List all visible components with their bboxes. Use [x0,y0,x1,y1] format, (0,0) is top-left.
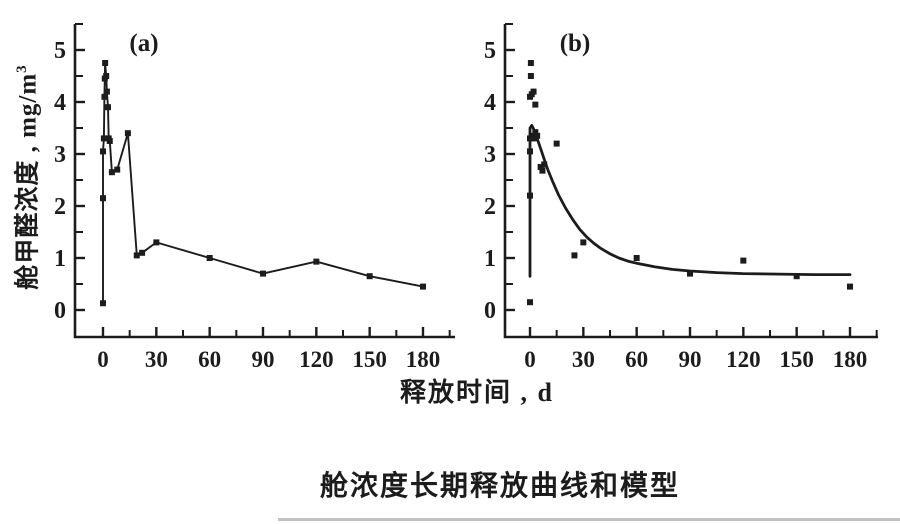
x-tick-label: 30 [572,347,595,372]
axis-spine [503,24,878,339]
data-point [530,135,537,142]
x-tick-label: 90 [252,347,275,372]
data-point [537,164,544,170]
y-tick-label: 1 [54,246,66,272]
cropped-text-line [278,518,900,521]
data-point [103,88,110,95]
figure-caption: 舱浓度长期释放曲线和模型 [319,471,680,502]
data-point [541,161,548,168]
data-point [553,140,560,147]
panel-label: (a) [129,30,158,57]
x-tick-label: 150 [779,347,814,372]
data-point [313,258,320,265]
y-tick-label: 5 [484,38,496,64]
data-point [527,60,534,66]
data-point [101,93,108,100]
x-axis-title: 释放时间 , d [400,378,554,407]
y-tick-label: 1 [484,246,496,272]
y-axis-title-superscript: 3 [14,64,30,73]
data-point [793,273,800,280]
x-tick-label: 150 [352,347,387,372]
data-point [633,255,640,261]
y-tick-label: 5 [54,38,66,64]
y-tick-label: 0 [484,298,496,324]
decay-model-curve [528,124,852,278]
panel-a: 0 1 2 3 4 5 0 30 60 90 120 150 180 (a) [54,23,455,372]
y-axis-title-text: 舱甲醛浓度 , mg/m [14,72,42,290]
data-point [153,239,160,246]
x-tick-label: 120 [726,347,761,372]
chart-canvas: 0 1 2 3 4 5 0 30 60 90 120 150 180 (a) 0 1 2 3 4 5 0 30 60 90 12… [54,23,878,372]
data-point [133,252,140,259]
data-point [539,167,546,174]
data-point [114,166,121,173]
y-tick-label: 2 [54,194,66,220]
data-point [420,283,426,290]
measured-concentration-curve [102,62,424,305]
x-tick-label: 90 [679,347,702,372]
x-tick-label: 120 [299,347,334,372]
data-point [847,283,853,290]
y-tick-label: 0 [54,298,66,324]
data-point [100,300,106,307]
data-point [206,255,213,261]
data-point [740,257,747,264]
data-point [103,73,110,79]
y-axis-title: 舱甲醛浓度 , mg/m3 [7,47,41,307]
x-tick-label: 0 [524,347,536,372]
data-point [100,135,107,142]
x-tick-label: 0 [97,347,109,372]
data-point [139,249,146,256]
data-point [102,60,109,66]
x-tick-label: 180 [406,347,441,372]
data-point [104,104,111,111]
panel-label: (b) [560,30,591,57]
data-point [687,270,693,277]
y-tick-label: 4 [484,90,496,116]
data-point [527,299,533,306]
data-point [100,195,106,202]
data-point [106,138,113,144]
y-tick-label: 4 [54,90,66,116]
x-tick-label: 60 [198,347,221,372]
data-point [124,130,131,137]
data-point [530,88,537,95]
data-point [366,273,373,280]
data-point [532,101,539,108]
data-point [527,73,534,79]
data-point [100,148,106,155]
y-tick-label: 3 [54,142,66,168]
y-tick-label: 2 [484,194,496,220]
data-point [260,270,266,277]
y-tick-label: 3 [484,142,496,168]
data-point [571,252,578,259]
x-tick-label: 180 [833,347,868,372]
data-point [108,169,115,176]
x-tick-label: 60 [625,347,648,372]
panel-b: 0 1 2 3 4 5 0 30 60 90 120 150 180 (b) [484,23,878,372]
x-tick-label: 30 [145,347,168,372]
data-point [580,239,587,246]
